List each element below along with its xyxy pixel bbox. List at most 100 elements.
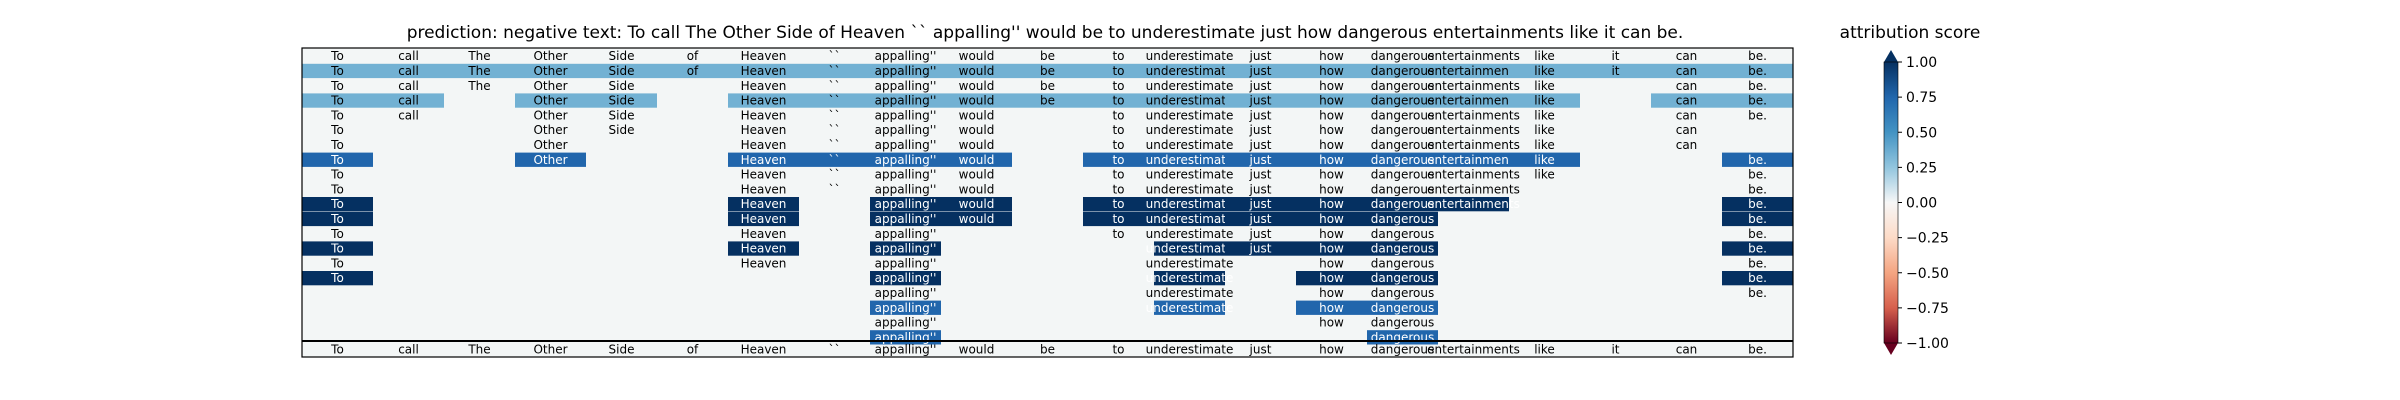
- token-label: to: [1112, 153, 1124, 167]
- heatmap-cell: [1438, 63, 1509, 79]
- heatmap-cell: [1012, 63, 1083, 79]
- token-label: The: [467, 79, 490, 93]
- heatmap-cell: [1296, 93, 1367, 108]
- token-label: how: [1319, 271, 1344, 285]
- reference-token-label: of: [687, 343, 699, 357]
- token-label: Other: [533, 123, 567, 137]
- token-label: To: [330, 182, 344, 196]
- heatmap-cell: [302, 197, 373, 212]
- token-label: appalling'': [875, 153, 937, 167]
- heatmap-cell: [1651, 93, 1722, 108]
- token-label: appalling'': [875, 227, 937, 241]
- reference-token-label: Heaven: [741, 343, 787, 357]
- token-label: entertainments: [1427, 49, 1520, 63]
- token-label: ``: [829, 123, 841, 137]
- token-label: like: [1534, 153, 1555, 167]
- heatmap-cell: [1722, 271, 1793, 286]
- token-label: entertainments: [1427, 123, 1520, 137]
- token-label: underestimate: [1146, 286, 1234, 300]
- token-label: Side: [609, 64, 635, 78]
- token-label: Heaven: [741, 79, 787, 93]
- token-label: Heaven: [741, 182, 787, 196]
- token-label: be: [1040, 79, 1055, 93]
- token-label: just: [1249, 64, 1272, 78]
- reference-token-label: Other: [533, 343, 567, 357]
- token-label: how: [1319, 301, 1344, 315]
- token-label: be.: [1748, 79, 1767, 93]
- token-label: Other: [533, 49, 567, 63]
- token-label: appalling'': [875, 301, 937, 315]
- colorbar-tick-label: −0.50: [1906, 266, 1949, 282]
- token-label: be.: [1748, 197, 1767, 211]
- token-label: dangerous: [1371, 227, 1434, 241]
- token-label: Heaven: [741, 49, 787, 63]
- heatmap-cell: [1367, 300, 1438, 315]
- token-label: To: [330, 197, 344, 211]
- token-label: how: [1319, 256, 1344, 270]
- token-label: dangerous: [1371, 64, 1434, 78]
- heatmap-cell: [941, 197, 1012, 212]
- token-label: how: [1319, 49, 1344, 63]
- token-label: To: [330, 64, 344, 78]
- token-label: would: [959, 123, 995, 137]
- heatmap-cell: [1367, 152, 1438, 167]
- heatmap-frame: [301, 47, 1794, 358]
- token-label: just: [1249, 212, 1272, 226]
- token-label: dangerous: [1371, 182, 1434, 196]
- token-label: Other: [533, 94, 567, 108]
- token-label: like: [1534, 123, 1555, 137]
- colorbar-tick-label: −0.25: [1906, 231, 1949, 247]
- token-label: entertainments: [1427, 197, 1520, 211]
- token-label: underestimate: [1146, 64, 1234, 78]
- token-label: just: [1249, 182, 1272, 196]
- token-label: be: [1040, 64, 1055, 78]
- heatmap-cell: [1367, 63, 1438, 79]
- heatmap-cell: [1367, 271, 1438, 286]
- token-label: underestimate: [1146, 301, 1234, 315]
- token-label: To: [330, 79, 344, 93]
- token-label: To: [330, 168, 344, 182]
- token-label: would: [959, 49, 995, 63]
- token-label: how: [1319, 64, 1344, 78]
- token-label: just: [1249, 94, 1272, 108]
- heatmap-cell: [302, 63, 373, 79]
- reference-token-label: would: [959, 343, 995, 357]
- token-label: how: [1319, 286, 1344, 300]
- token-label: Side: [609, 79, 635, 93]
- heatmap-cell: [1225, 63, 1296, 79]
- heatmap-cell: [373, 63, 444, 79]
- token-label: Heaven: [741, 138, 787, 152]
- token-label: ``: [829, 79, 841, 93]
- heatmap-cell: [1438, 152, 1509, 167]
- reference-token-label: call: [398, 343, 419, 357]
- token-label: would: [959, 153, 995, 167]
- token-label: just: [1249, 153, 1272, 167]
- heatmap-cell: [1083, 197, 1154, 212]
- token-label: entertainments: [1427, 168, 1520, 182]
- token-label: dangerous: [1371, 271, 1434, 285]
- heatmap-cell: [1722, 241, 1793, 256]
- token-label: Heaven: [741, 108, 787, 122]
- token-label: underestimate: [1146, 256, 1234, 270]
- reference-token-label: underestimate: [1146, 343, 1234, 357]
- heatmap-cell: [302, 152, 373, 167]
- token-label: be.: [1748, 227, 1767, 241]
- heatmap-cell: [1154, 241, 1225, 256]
- token-label: Heaven: [741, 242, 787, 256]
- token-label: appalling'': [875, 138, 937, 152]
- reference-token-label: to: [1112, 343, 1124, 357]
- heatmap-cell: [1225, 241, 1296, 256]
- token-label: can: [1676, 64, 1698, 78]
- token-label: appalling'': [875, 271, 937, 285]
- heatmap-cell: [941, 63, 1012, 79]
- token-label: like: [1534, 108, 1555, 122]
- token-label: to: [1112, 138, 1124, 152]
- token-label: underestimate: [1146, 242, 1234, 256]
- token-label: dangerous: [1371, 49, 1434, 63]
- heatmap-cell: [657, 63, 728, 79]
- colorbar-tick-label: 0.25: [1906, 160, 1937, 176]
- token-label: just: [1249, 108, 1272, 122]
- heatmap-cell: [728, 241, 799, 256]
- colorbar-tick-label: −0.75: [1906, 301, 1949, 317]
- colorbar-title: attribution score: [1840, 23, 1981, 43]
